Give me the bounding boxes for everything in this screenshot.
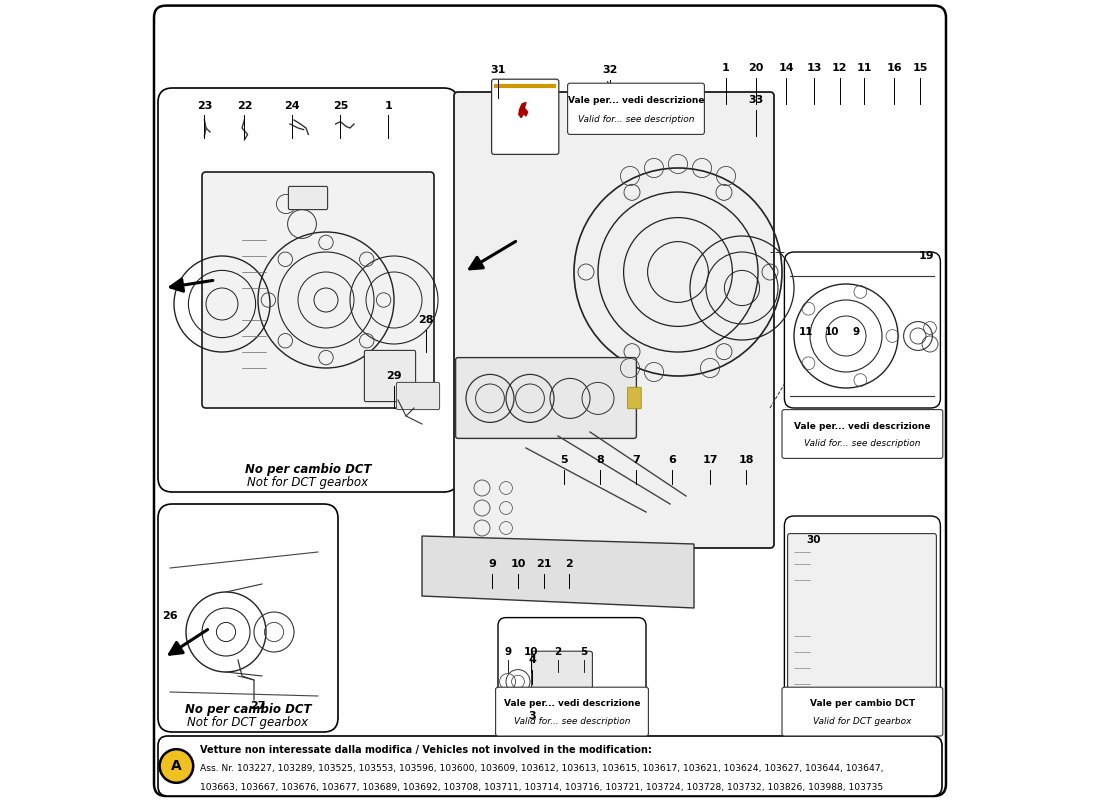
- FancyBboxPatch shape: [492, 79, 559, 154]
- Text: 9: 9: [852, 327, 859, 337]
- Text: 18: 18: [738, 455, 754, 465]
- Text: 2: 2: [565, 559, 573, 569]
- Text: 10: 10: [524, 647, 538, 657]
- Text: 20: 20: [748, 63, 763, 73]
- Text: 103663, 103667, 103676, 103677, 103689, 103692, 103708, 103711, 103714, 103716, : 103663, 103667, 103676, 103677, 103689, …: [199, 782, 882, 792]
- FancyBboxPatch shape: [158, 736, 942, 796]
- Text: 17: 17: [702, 455, 717, 465]
- Text: 13: 13: [806, 63, 822, 73]
- FancyBboxPatch shape: [784, 252, 940, 408]
- FancyBboxPatch shape: [496, 687, 648, 736]
- Text: 9: 9: [505, 647, 512, 657]
- Text: 2: 2: [554, 647, 562, 657]
- FancyBboxPatch shape: [782, 410, 943, 458]
- Text: 14: 14: [778, 63, 794, 73]
- Text: Ass. Nr. 103227, 103289, 103525, 103553, 103596, 103600, 103609, 103612, 103613,: Ass. Nr. 103227, 103289, 103525, 103553,…: [199, 764, 883, 774]
- Text: 32: 32: [603, 66, 618, 75]
- Text: Valid for... see description: Valid for... see description: [514, 717, 630, 726]
- Text: 11: 11: [799, 327, 813, 337]
- Text: 21: 21: [536, 559, 551, 569]
- Circle shape: [160, 749, 194, 782]
- FancyBboxPatch shape: [364, 350, 416, 402]
- FancyBboxPatch shape: [628, 387, 641, 409]
- Text: No per cambio DCT: No per cambio DCT: [185, 703, 311, 716]
- Text: Vale per... vedi descrizione: Vale per... vedi descrizione: [794, 422, 931, 430]
- Text: 10: 10: [510, 559, 526, 569]
- Text: 6: 6: [669, 455, 676, 465]
- Text: No per cambio DCT: No per cambio DCT: [244, 463, 372, 476]
- Text: 29: 29: [386, 371, 402, 381]
- Text: 11: 11: [857, 63, 872, 73]
- Text: 22: 22: [236, 101, 252, 110]
- Text: Valid for... see description: Valid for... see description: [578, 114, 694, 123]
- FancyBboxPatch shape: [784, 516, 940, 732]
- Text: 12: 12: [832, 63, 847, 73]
- Text: 27: 27: [251, 701, 266, 710]
- Text: 25: 25: [332, 101, 348, 110]
- FancyBboxPatch shape: [154, 6, 946, 796]
- Text: 5: 5: [561, 455, 569, 465]
- Text: 26: 26: [162, 611, 178, 621]
- FancyBboxPatch shape: [568, 83, 704, 134]
- Text: 24: 24: [285, 101, 300, 110]
- Text: A: A: [170, 759, 182, 773]
- Text: Valid for... see description: Valid for... see description: [804, 439, 921, 448]
- FancyBboxPatch shape: [782, 687, 943, 736]
- Text: 30: 30: [806, 535, 822, 545]
- Text: Valid for DCT gearbox: Valid for DCT gearbox: [813, 717, 912, 726]
- Text: 19: 19: [918, 251, 934, 261]
- Text: 15: 15: [913, 63, 928, 73]
- FancyBboxPatch shape: [158, 88, 458, 492]
- Text: 10: 10: [824, 327, 839, 337]
- Text: 3: 3: [529, 711, 536, 721]
- FancyBboxPatch shape: [788, 534, 936, 726]
- FancyBboxPatch shape: [288, 186, 328, 210]
- Text: Vale per... vedi descrizione: Vale per... vedi descrizione: [504, 699, 640, 708]
- Text: 8: 8: [596, 455, 604, 465]
- Text: 23: 23: [197, 101, 212, 110]
- Text: Not for DCT gearbox: Not for DCT gearbox: [187, 716, 309, 729]
- FancyBboxPatch shape: [396, 382, 440, 410]
- FancyBboxPatch shape: [158, 504, 338, 732]
- FancyBboxPatch shape: [454, 92, 774, 548]
- Text: Vale per cambio DCT: Vale per cambio DCT: [810, 699, 915, 708]
- Text: Vale per... vedi descrizione: Vale per... vedi descrizione: [568, 96, 704, 105]
- Text: Not for DCT gearbox: Not for DCT gearbox: [248, 476, 368, 489]
- Text: 9: 9: [488, 559, 496, 569]
- Text: passione: passione: [264, 533, 708, 619]
- Text: 33: 33: [748, 95, 763, 105]
- Polygon shape: [519, 102, 528, 118]
- Polygon shape: [422, 536, 694, 608]
- Text: 7: 7: [632, 455, 640, 465]
- Text: 1: 1: [722, 63, 730, 73]
- FancyBboxPatch shape: [202, 172, 434, 408]
- FancyBboxPatch shape: [531, 651, 593, 710]
- Text: Vetture non interessate dalla modifica / Vehicles not involved in the modificati: Vetture non interessate dalla modifica /…: [199, 746, 651, 755]
- Text: 28: 28: [418, 315, 433, 325]
- Text: 5: 5: [580, 647, 587, 657]
- Text: 4: 4: [528, 655, 537, 665]
- FancyBboxPatch shape: [498, 618, 646, 734]
- Text: 16: 16: [887, 63, 902, 73]
- Text: 31: 31: [491, 66, 506, 75]
- FancyBboxPatch shape: [455, 358, 637, 438]
- Text: 1: 1: [385, 101, 393, 110]
